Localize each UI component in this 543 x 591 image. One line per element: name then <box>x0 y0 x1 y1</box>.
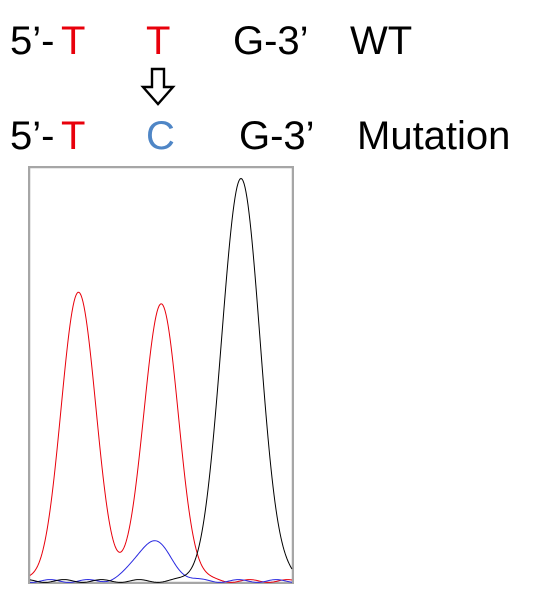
mutation-base-2: C <box>146 114 175 158</box>
trace-C <box>29 540 293 583</box>
wt-row: 5’- <box>10 21 54 61</box>
mutation-prefix: 5’- <box>10 114 55 158</box>
mutation-label: Mutation <box>357 114 511 158</box>
mutation-row: 5’- <box>10 116 54 156</box>
wt-base-2: T <box>146 19 171 63</box>
wt-label: WT <box>350 19 413 63</box>
trace-G <box>29 177 293 583</box>
chromatogram <box>28 166 294 584</box>
mutation-suffix: G-3’ <box>239 114 315 158</box>
trace-T <box>29 291 293 583</box>
chromatogram-frame <box>28 166 294 584</box>
wt-prefix: 5’- <box>10 19 55 63</box>
wt-base-1: T <box>61 19 86 63</box>
mutation-base-1: T <box>61 114 86 158</box>
wt-suffix: G-3’ <box>233 19 309 63</box>
down-arrow-icon <box>140 67 176 106</box>
